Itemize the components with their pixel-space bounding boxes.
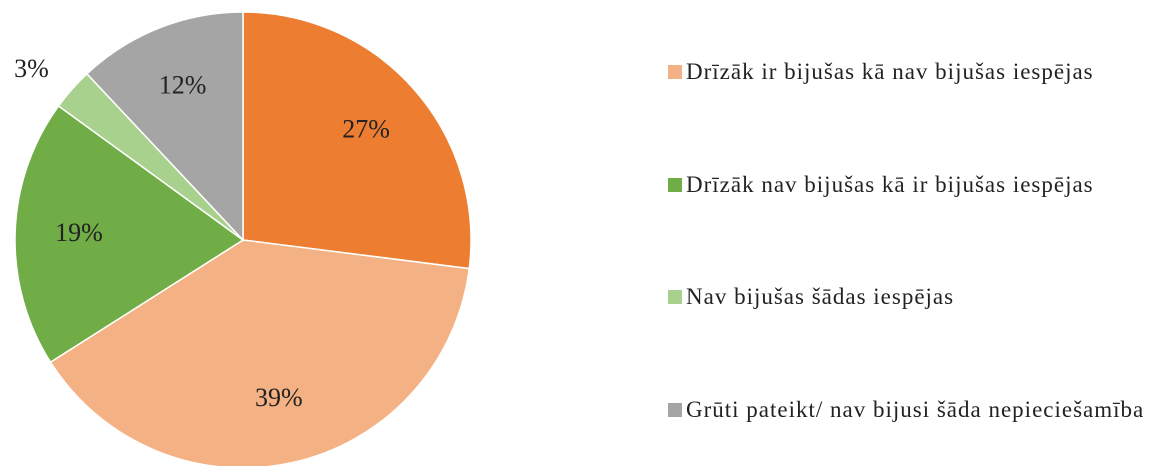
- pie-area: 27% 39% 19% 3% 12%: [14, 11, 472, 466]
- legend-label: Drīzāk nav bijušas kā ir bijušas iespēja…: [686, 171, 1094, 197]
- data-label: 3%: [14, 54, 49, 83]
- legend-swatch: [668, 177, 682, 192]
- legend-swatch: [668, 65, 682, 79]
- pie-slice: [85, 11, 244, 242]
- legend-item: Drīzāk nav bijušas kā ir bijušas iespēja…: [668, 168, 1148, 202]
- legend-swatch: [668, 403, 682, 418]
- legend-item: Nav bijušas šādas iespējas: [668, 280, 1148, 314]
- data-label: 19%: [55, 218, 103, 247]
- legend-item: Drīzāk ir bijušas kā nav bijušas iespēja…: [668, 55, 1148, 89]
- legend-swatch: [668, 290, 682, 305]
- data-label: 12%: [159, 70, 207, 99]
- data-label: 27%: [342, 114, 390, 143]
- pie-slice: [242, 11, 472, 270]
- pie-slice: [14, 104, 245, 364]
- legend-label: Grūti pateikt/ nav bijusi šāda nepiecieš…: [686, 397, 1145, 423]
- legend-item: Grūti pateikt/ nav bijusi šāda nepiecieš…: [668, 393, 1148, 427]
- data-label: 39%: [255, 383, 303, 412]
- legend-label: Drīzāk ir bijušas kā nav bijušas iespēja…: [686, 59, 1094, 84]
- legend-label: Nav bijušas šādas iespējas: [686, 284, 955, 310]
